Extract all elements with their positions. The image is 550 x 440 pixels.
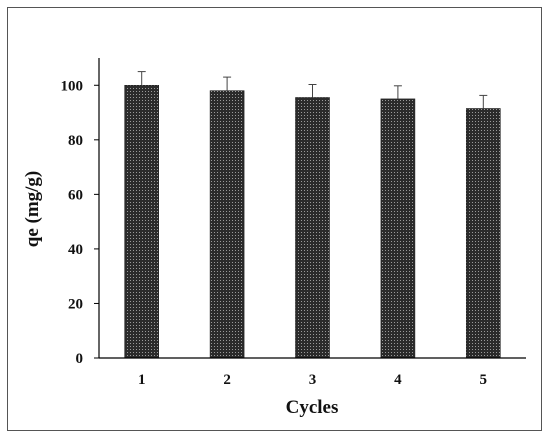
y-tick-label: 40 xyxy=(68,242,83,258)
bar-cycle-4 xyxy=(380,98,416,359)
bar-cycle-3 xyxy=(295,97,330,359)
x-tick-label: 3 xyxy=(309,372,317,388)
x-tick-label: 5 xyxy=(480,372,488,388)
x-axis-title: Cycles xyxy=(286,397,339,418)
chart-frame xyxy=(7,7,542,431)
y-tick-labels: 0 20 40 60 80 100 xyxy=(61,78,99,367)
y-axis-title: qe (mg/g) xyxy=(22,171,43,248)
x-tick-labels: 1 2 3 4 5 xyxy=(138,372,487,388)
x-tick-label: 1 xyxy=(138,372,146,388)
x-tick-label: 2 xyxy=(223,372,231,388)
error-bars-group xyxy=(137,71,488,109)
axes-group xyxy=(98,58,526,359)
y-tick-label: 20 xyxy=(68,296,83,312)
bar-cycle-1 xyxy=(124,85,159,359)
bar-cycle-2 xyxy=(209,90,245,359)
bar-cycle-5 xyxy=(465,108,501,359)
bars-group xyxy=(124,85,501,359)
y-tick-label: 100 xyxy=(61,78,84,94)
x-tick-label: 4 xyxy=(394,372,402,388)
y-tick-label: 60 xyxy=(68,187,83,203)
y-tick-label: 0 xyxy=(76,351,84,367)
y-tick-label: 80 xyxy=(68,133,83,149)
